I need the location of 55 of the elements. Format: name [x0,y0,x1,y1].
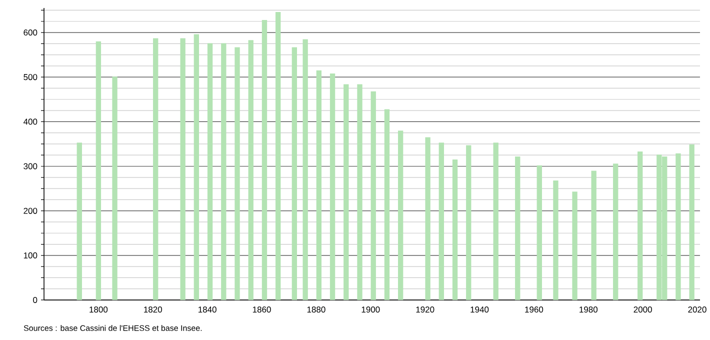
bar [466,145,472,300]
x-tick-label: 1880 [307,306,326,313]
bar [384,109,390,300]
x-tick-label: 1900 [362,306,380,313]
bar [344,84,349,300]
bar [452,160,458,300]
y-tick-label: 600 [24,30,38,36]
bar [425,137,430,300]
bar [357,84,362,300]
bar [572,192,578,300]
x-tick-label: 1820 [144,306,162,313]
bar [638,152,643,300]
bar [676,153,681,300]
bar [370,91,376,300]
bar [591,170,596,300]
bar [316,70,322,300]
x-tick-label: 1860 [252,306,271,313]
y-tick-label: 300 [24,163,38,170]
bar [292,47,298,300]
bar [96,41,102,300]
bar [112,76,118,300]
bar [536,165,542,300]
y-tick-label: 100 [24,252,38,258]
x-tick-label: 1920 [416,306,434,313]
bar [153,38,158,300]
y-tick-label: 200 [24,208,38,214]
x-tick-label: 1960 [525,306,544,313]
bar [515,156,520,300]
y-tick-label: 500 [24,74,38,80]
y-tick-label: 0 [33,296,38,303]
bar [194,34,200,300]
x-tick-label: 1980 [580,306,598,313]
x-tick-label: 1940 [470,306,489,313]
bar [302,39,308,300]
bar [689,144,694,300]
x-tick-label: 1800 [90,306,108,313]
source-note: Sources : base Cassini de l'EHESS et base Insee. [24,325,202,331]
bar [76,142,82,300]
bar [207,43,213,300]
bar [180,38,186,300]
bar [262,20,268,300]
bar [613,164,618,300]
bar [438,142,444,300]
y-tick-label: 400 [23,118,38,125]
x-tick-label: 1840 [198,306,216,313]
x-tick-label: 2000 [634,306,652,313]
x-tick-label: 2020 [688,306,706,313]
bar [276,12,281,300]
bar [398,130,404,300]
bar [553,180,558,300]
bar [330,74,336,300]
bar [221,43,226,300]
bar [493,142,498,300]
bar [248,40,254,300]
bar [234,47,240,300]
